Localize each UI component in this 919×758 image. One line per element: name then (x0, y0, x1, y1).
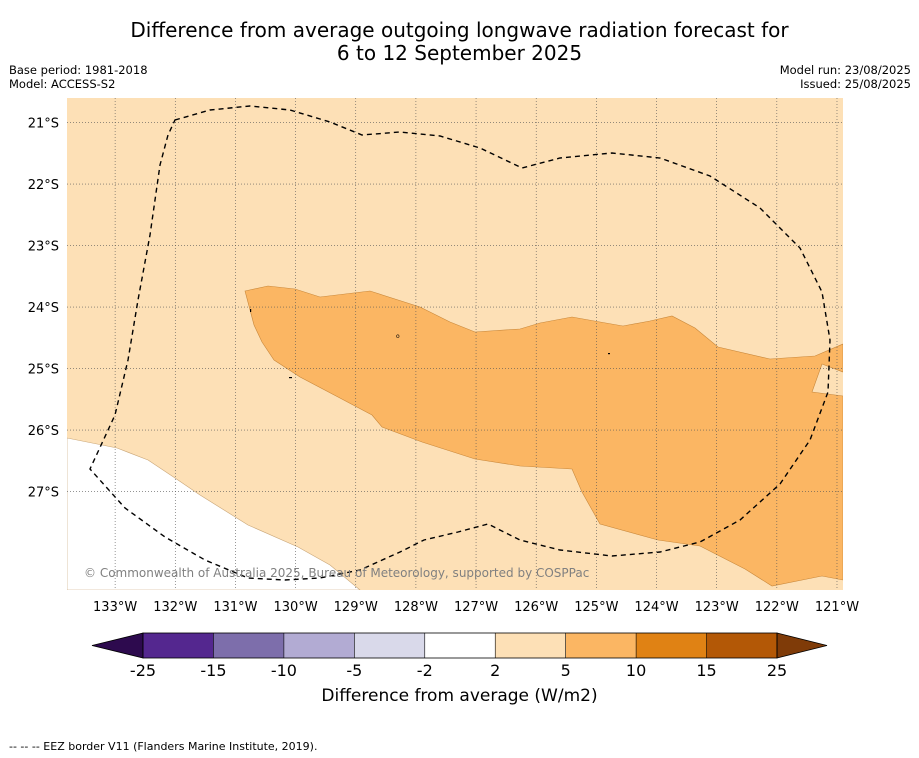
map-figure: o © Commonwealth of Australia 2025, Bure… (28, 98, 860, 680)
island-marker: o (396, 333, 400, 340)
lon-tick-label: 130°W (274, 600, 318, 615)
colorbar-segment (495, 633, 566, 658)
colorbar-tick-label: 5 (561, 661, 571, 680)
anomaly-neutral-region (67, 437, 361, 590)
colorbar-segment (636, 633, 707, 658)
lat-tick-label: 22°S (28, 178, 59, 193)
model-name: Model: ACCESS-S2 (9, 77, 116, 91)
colorbar-tick-label: 2 (490, 661, 500, 680)
colorbar-tick-label: -2 (417, 661, 433, 680)
lat-tick-label: 23°S (28, 240, 59, 255)
lat-tick-label: 27°S (28, 486, 59, 501)
colorbar-segment (283, 633, 355, 658)
eez-border-line (89, 105, 831, 581)
colorbar: -25 -15 -10 -5 -2 2 5 10 15 25 (91, 632, 828, 680)
lon-tick-label: 127°W (454, 600, 498, 615)
colorbar-tick-label: -5 (346, 661, 362, 680)
colorbar-tick-label: 15 (696, 661, 716, 680)
colorbar-segment (565, 633, 637, 658)
graticule (67, 98, 843, 590)
issued-date: Issued: 25/08/2025 (800, 77, 911, 91)
map-plot-area: o © Commonwealth of Australia 2025, Bure… (67, 98, 843, 590)
colorbar-tick-label: 25 (767, 661, 787, 680)
island-marker (608, 353, 610, 355)
lat-tick-label: 26°S (28, 424, 59, 439)
colorbar-segment (706, 633, 777, 658)
meta-left: Base period: 1981-2018 Model: ACCESS-S2 (9, 63, 148, 91)
lon-tick-label: 123°W (695, 600, 739, 615)
colorbar-max-extend (776, 632, 828, 659)
colorbar-label: Difference from average (W/m2) (321, 686, 598, 706)
colorbar-segment (354, 633, 425, 658)
base-period: Base period: 1981-2018 (9, 63, 148, 77)
lat-tick-label: 21°S (28, 117, 59, 132)
model-run: Model run: 23/08/2025 (779, 63, 911, 77)
lon-tick-label: 132°W (153, 600, 197, 615)
lon-tick-label: 129°W (334, 600, 378, 615)
colorbar-tick-label: -10 (271, 661, 297, 680)
copyright-text: © Commonwealth of Australia 2025, Bureau… (84, 566, 589, 580)
eez-legend-note: -- -- -- EEZ border V11 (Flanders Marine… (9, 740, 318, 753)
island-marker (289, 377, 292, 379)
lon-tick-label: 122°W (755, 600, 799, 615)
lon-tick-label: 121°W (815, 600, 859, 615)
lon-tick-label: 131°W (213, 600, 257, 615)
lon-tick-label: 124°W (634, 600, 678, 615)
colorbar-segment (213, 633, 284, 658)
chart-title: Difference from average outgoing longwav… (0, 19, 919, 65)
colorbar-tick-label: -25 (130, 661, 156, 680)
colorbar-segment (143, 633, 214, 658)
lat-tick-label: 25°S (28, 363, 59, 378)
lon-tick-label: 125°W (574, 600, 618, 615)
colorbar-segment (424, 633, 496, 658)
title-line-1: Difference from average outgoing longwav… (130, 18, 789, 42)
title-line-2: 6 to 12 September 2025 (336, 41, 583, 65)
meta-right: Model run: 23/08/2025 Issued: 25/08/2025 (780, 63, 911, 91)
lat-tick-label: 24°S (28, 301, 59, 316)
colorbar-tick-label: 10 (626, 661, 646, 680)
anomaly-band-5-10 (244, 285, 843, 587)
axis-tick-labels: 133°W 132°W 131°W 130°W 129°W 128°W 127°W 126°W… (28, 117, 860, 615)
colorbar-min-extend (91, 632, 144, 659)
lon-tick-label: 126°W (514, 600, 558, 615)
colorbar-tick-label: -15 (200, 661, 226, 680)
lon-tick-label: 133°W (93, 600, 137, 615)
island-marker (250, 309, 252, 312)
lon-tick-label: 128°W (394, 600, 438, 615)
